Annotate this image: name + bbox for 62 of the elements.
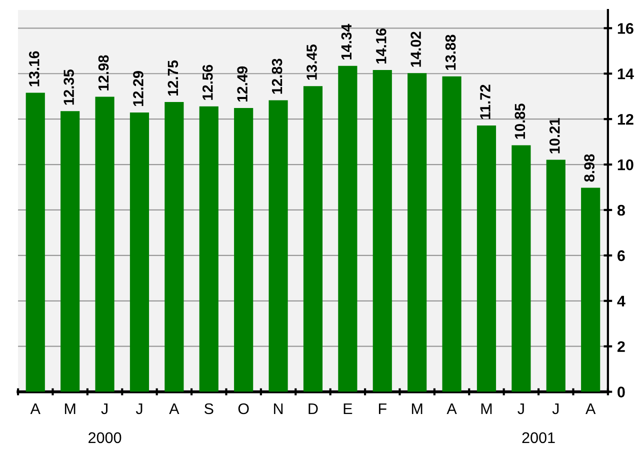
data-label: 14.02 [410,32,421,67]
y-tick-label: 6 [618,250,625,262]
x-tick-label: J [136,403,142,414]
bar [372,70,392,392]
x-tick-label: M [481,403,492,414]
x-tick-label: A [30,403,40,414]
bar [130,112,150,392]
y-tick-label: 4 [617,296,626,306]
bar [60,111,80,392]
bar [408,73,427,392]
bar [546,160,566,392]
text: 2001 [522,432,555,444]
data-label: 13.16 [28,51,40,86]
x-tick-label: J [518,403,524,414]
data-label: 10.85 [514,104,526,139]
data-label: 14.16 [376,28,386,64]
bar [512,145,531,392]
data-label: 8.98 [584,154,594,182]
data-label: 14.34 [341,24,352,60]
data-label: 12.56 [202,64,213,100]
bar [234,108,254,392]
x-tick-label: M [64,403,76,414]
bar [199,106,218,392]
x-tick-label: F [378,403,386,414]
bar [303,86,323,392]
y-tick-label: 8 [617,204,625,216]
x-tick-label: A [446,403,457,414]
bar [338,66,358,392]
x-tick-label: M [412,403,422,414]
data-label: 12.83 [272,58,282,94]
x-tick-label: J [101,403,108,414]
text: 2000 [88,432,122,444]
x-tick-label: J [552,403,559,414]
data-label: 12.29 [133,70,144,106]
y-tick-label: 10 [618,159,634,170]
data-label: 12.98 [98,55,109,90]
bar [164,102,184,392]
data-label: 11.72 [480,84,490,119]
y-tick-label: 14 [618,68,634,80]
bar [442,76,462,392]
x-tick-label: S [204,403,214,414]
bar [95,96,114,392]
x-tick-label: N [274,403,283,414]
data-label: 13.45 [306,44,317,80]
x-tick-label: D [308,403,318,414]
y-tick-label: 16 [618,23,634,34]
data-label: 12.49 [237,66,248,102]
data-label: 12.35 [64,69,74,105]
x-tick-label: E [344,403,352,414]
x-tick-label: O [238,403,249,414]
y-tick-label: 0 [618,386,625,398]
bar [26,92,45,392]
y-tick-label: 12 [618,114,634,125]
data-label: 12.75 [168,60,178,96]
bar [476,125,496,392]
bar [268,100,288,392]
data-label: 13.88 [445,34,456,70]
x-tick-label: A [586,403,596,414]
y-tick-label: 2 [617,341,625,352]
bar [581,188,600,392]
data-label: 10.21 [549,118,560,154]
x-tick-label: A [169,403,180,414]
